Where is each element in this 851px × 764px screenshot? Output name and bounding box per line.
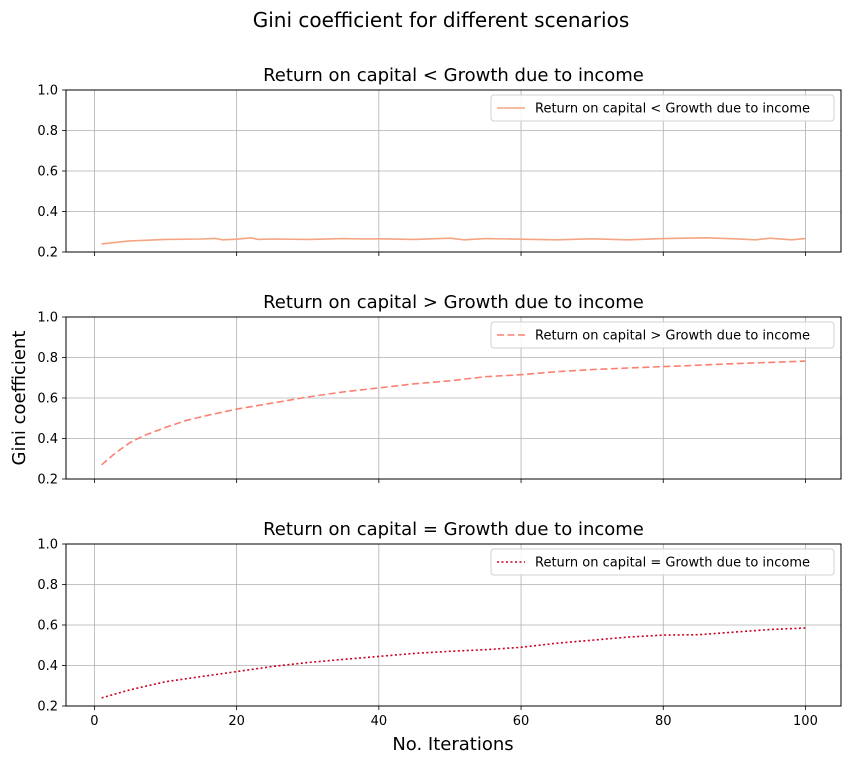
figure-title: Gini coefficient for different scenarios: [253, 8, 630, 32]
subplot-3: Return on capital = Growth due to income…: [37, 519, 842, 729]
y-tick-label: 0.4: [37, 205, 58, 220]
subplot-1: Return on capital < Growth due to income…: [37, 65, 842, 261]
subplot-title: Return on capital < Growth due to income: [263, 65, 644, 86]
y-tick-label: 0.2: [37, 246, 58, 261]
series-line: [101, 627, 806, 699]
y-tick-label: 0.4: [37, 432, 58, 447]
legend: Return on capital < Growth due to income: [490, 94, 835, 122]
legend-box: [490, 321, 835, 349]
y-tick-label: 1.0: [37, 538, 58, 553]
y-axis-label: Gini coefficient: [9, 331, 30, 466]
subplots: Return on capital < Growth due to income…: [37, 65, 842, 729]
y-tick-label: 0.6: [37, 165, 58, 180]
y-tick-label: 0.6: [37, 392, 58, 407]
x-tick-label: 60: [513, 714, 530, 729]
y-tick-label: 0.8: [37, 351, 58, 366]
series-line: [101, 237, 806, 245]
x-tick-label: 40: [371, 714, 388, 729]
x-tick-label: 0: [90, 714, 98, 729]
legend-box: [490, 548, 835, 576]
subplot-title: Return on capital = Growth due to income: [263, 519, 644, 540]
y-tick-label: 0.8: [37, 124, 58, 139]
x-tick-label: 20: [228, 714, 245, 729]
y-tick-label: 0.6: [37, 619, 58, 634]
legend: Return on capital = Growth due to income: [490, 548, 835, 576]
subplot-title: Return on capital > Growth due to income: [263, 292, 644, 313]
legend-label: Return on capital = Growth due to income: [535, 556, 810, 571]
x-tick-label: 80: [655, 714, 672, 729]
legend-box: [490, 94, 835, 122]
legend: Return on capital > Growth due to income: [490, 321, 835, 349]
y-tick-label: 1.0: [37, 311, 58, 326]
y-tick-label: 0.4: [37, 659, 58, 674]
y-tick-label: 0.2: [37, 700, 58, 715]
series-line: [101, 360, 806, 466]
x-tick-label: 100: [793, 714, 818, 729]
y-tick-label: 0.2: [37, 473, 58, 488]
legend-label: Return on capital < Growth due to income: [535, 102, 810, 117]
x-axis-label: No. Iterations: [392, 734, 513, 755]
y-tick-label: 1.0: [37, 84, 58, 99]
y-tick-label: 0.8: [37, 578, 58, 593]
subplot-2: Return on capital > Growth due to income…: [37, 292, 842, 488]
legend-label: Return on capital > Growth due to income: [535, 329, 810, 344]
